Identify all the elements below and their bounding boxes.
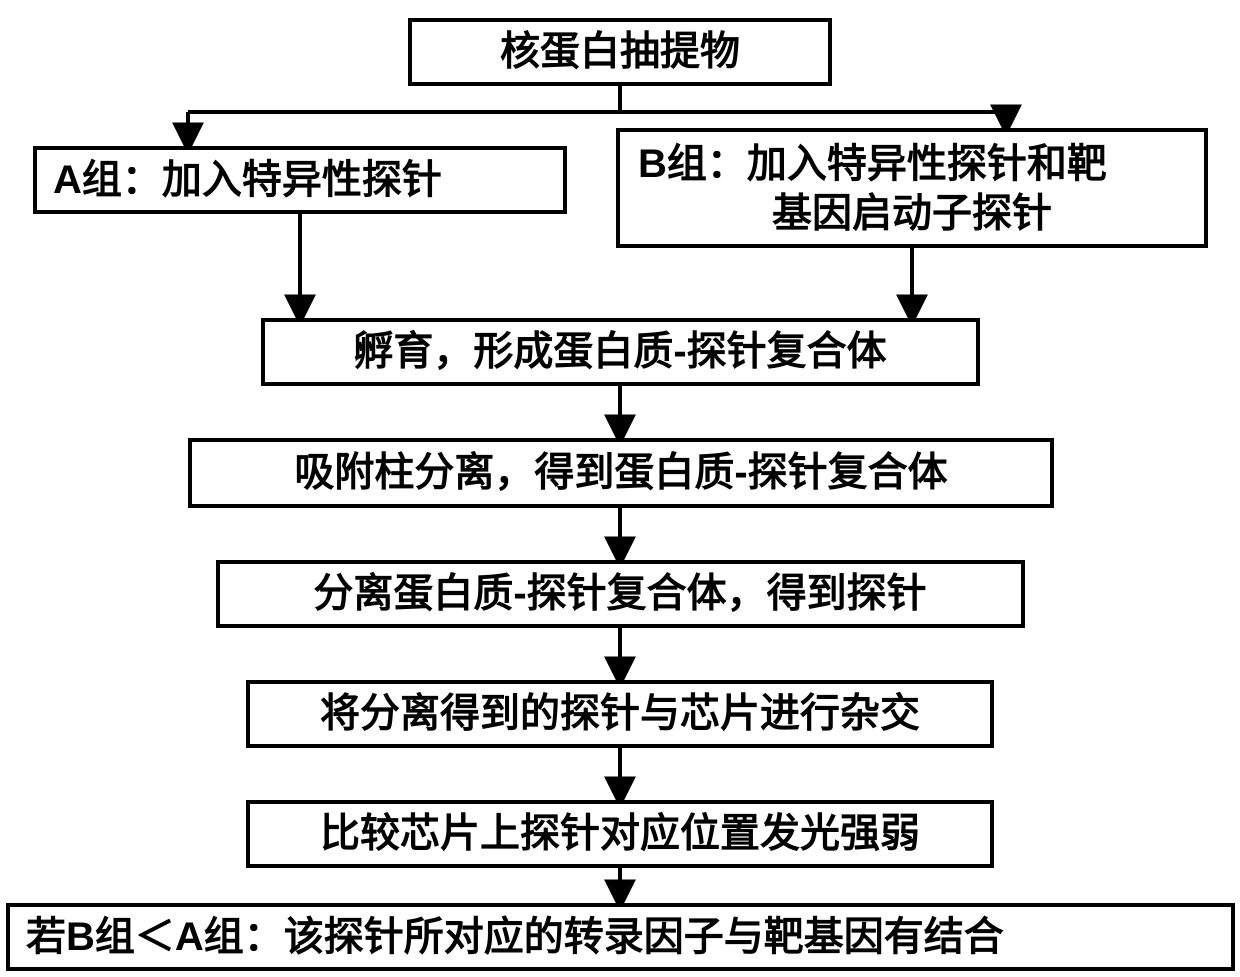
node-label-segment: 组：加入特异性探针和靶 xyxy=(667,142,1107,186)
node-label: 比较芯片上探针对应位置发光强弱 xyxy=(320,812,920,856)
node-label-segment: 若 xyxy=(26,915,66,959)
node-label-segment: A xyxy=(53,158,82,202)
flow-node-n6: 比较芯片上探针对应位置发光强弱 xyxy=(248,802,992,866)
node-label: B组：加入特异性探针和靶 xyxy=(638,142,1107,186)
flow-node-nA: A组：加入特异性探针 xyxy=(35,148,565,212)
flow-node-n0: 核蛋白抽提物 xyxy=(410,20,830,84)
node-label-segment: A xyxy=(175,915,204,959)
nodes-layer: 核蛋白抽提物A组：加入特异性探针B组：加入特异性探针和靶基因启动子探针孵育，形成… xyxy=(8,20,1233,969)
node-label-segment: 组＜ xyxy=(95,915,175,959)
node-label: 若B组＜A组：该探针所对应的转录因子与靶基因有结合 xyxy=(26,915,1004,959)
node-label: 孵育，形成蛋白质-探针复合体 xyxy=(353,330,886,374)
node-label-segment: 组：加入特异性探针 xyxy=(82,158,442,202)
flow-node-n5: 将分离得到的探针与芯片进行杂交 xyxy=(248,682,992,746)
node-label: 将分离得到的探针与芯片进行杂交 xyxy=(320,692,920,736)
node-label-segment: B xyxy=(638,142,667,186)
flowchart-canvas: 核蛋白抽提物A组：加入特异性探针B组：加入特异性探针和靶基因启动子探针孵育，形成… xyxy=(0,0,1240,977)
flow-node-n4: 分离蛋白质-探针复合体，得到探针 xyxy=(218,562,1023,626)
node-label-segment: B xyxy=(66,915,95,959)
node-label: A组：加入特异性探针 xyxy=(53,158,442,202)
node-label: 核蛋白抽提物 xyxy=(500,30,740,74)
flow-node-n7: 若B组＜A组：该探针所对应的转录因子与靶基因有结合 xyxy=(8,905,1233,969)
node-label: 吸附柱分离，得到蛋白质-探针复合体 xyxy=(294,451,947,495)
node-label-segment: 组：该探针所对应的转录因子与靶基因有结合 xyxy=(204,915,1004,959)
node-label: 基因启动子探针 xyxy=(772,192,1052,236)
flow-node-nB: B组：加入特异性探针和靶基因启动子探针 xyxy=(618,130,1206,246)
flow-node-n2: 孵育，形成蛋白质-探针复合体 xyxy=(263,320,978,384)
flow-node-n3: 吸附柱分离，得到蛋白质-探针复合体 xyxy=(190,440,1052,506)
node-label: 分离蛋白质-探针复合体，得到探针 xyxy=(313,572,926,616)
